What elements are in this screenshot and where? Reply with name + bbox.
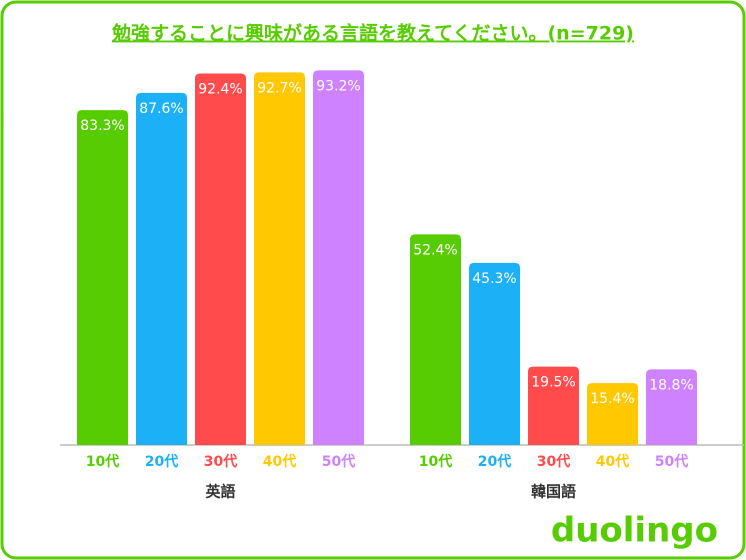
value-label: 92.7% xyxy=(257,80,301,96)
series-label: 10代 xyxy=(86,453,119,470)
series-label: 50代 xyxy=(322,453,355,470)
series-label: 30代 xyxy=(204,453,237,470)
value-label: 52.4% xyxy=(413,242,457,258)
series-label: 40代 xyxy=(263,453,296,470)
chart-title: 勉強することに興味がある言語を教えてください。(n=729) xyxy=(111,22,634,45)
category-label: 韓国語 xyxy=(531,483,576,501)
bar xyxy=(136,92,187,446)
category-label: 英語 xyxy=(205,483,235,501)
bar xyxy=(195,73,246,445)
value-label: 18.8% xyxy=(649,377,693,393)
series-label: 20代 xyxy=(478,453,511,470)
value-label: 19.5% xyxy=(531,375,575,391)
bar xyxy=(254,72,305,445)
series-label: 50代 xyxy=(655,453,688,470)
value-label: 92.4% xyxy=(198,82,242,98)
bar xyxy=(646,369,697,445)
value-label: 83.3% xyxy=(80,118,124,134)
value-label: 93.2% xyxy=(316,78,360,94)
bar xyxy=(528,366,579,445)
series-label: 40代 xyxy=(596,453,629,470)
logo: duolingo xyxy=(551,511,718,551)
bar xyxy=(313,70,364,445)
value-label: 15.4% xyxy=(590,391,634,407)
value-label: 45.3% xyxy=(472,271,516,287)
bar xyxy=(77,110,128,445)
value-label: 87.6% xyxy=(139,101,183,117)
series-label: 10代 xyxy=(419,453,452,470)
series-label: 20代 xyxy=(145,453,178,470)
bar xyxy=(410,234,461,445)
series-label: 30代 xyxy=(537,453,570,470)
bar xyxy=(469,262,520,445)
bar xyxy=(587,383,638,445)
